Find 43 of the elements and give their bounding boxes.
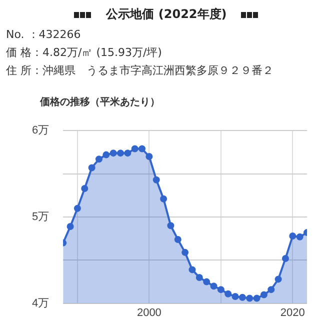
point [232, 292, 239, 300]
y-tick-label: 4万 [32, 297, 50, 310]
y-tick-label: 5万 [32, 211, 50, 224]
point [238, 294, 246, 301]
point [160, 195, 168, 202]
point [95, 156, 102, 163]
point [66, 223, 74, 230]
point [246, 294, 254, 302]
text: 住 所：沖縄県 うるま市字高江洲西繁多原９２９番２ [6, 63, 274, 78]
point [131, 145, 138, 152]
point [188, 266, 196, 274]
point [274, 276, 282, 283]
point [74, 204, 81, 212]
point [289, 232, 296, 240]
point [174, 236, 182, 243]
point [182, 248, 189, 256]
point [117, 150, 124, 157]
point [138, 145, 146, 152]
point [124, 150, 132, 157]
point [253, 294, 260, 302]
chart-title: 公示地価 (2022年度) [106, 7, 227, 21]
point [282, 254, 289, 262]
chart-subtitle: 価格の推移（平米あたり） [40, 96, 160, 109]
point [217, 286, 224, 294]
point [102, 151, 110, 158]
x-tick-label: 2000 [136, 307, 162, 320]
point [152, 176, 160, 184]
point [146, 153, 153, 160]
point [203, 278, 210, 286]
point [268, 286, 275, 294]
text: No. ：432266 [6, 27, 81, 42]
point [260, 291, 268, 298]
point [81, 184, 88, 192]
point [167, 222, 174, 230]
point [224, 290, 232, 298]
text: 価 格：4.82万/㎡ (15.93万/坪) [6, 45, 162, 60]
point [110, 150, 117, 157]
point [296, 233, 304, 240]
point [88, 164, 96, 172]
x-tick-label: 2020 [280, 307, 305, 320]
y-tick-label: 6万 [32, 124, 50, 137]
point [210, 282, 218, 290]
point [196, 274, 203, 281]
